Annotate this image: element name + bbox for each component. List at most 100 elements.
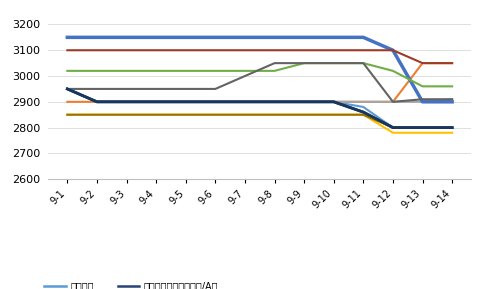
- 天津玖龙: [330, 100, 336, 103]
- 潍坊世纪阳光: [360, 113, 365, 116]
- 浙江山鹰: [153, 69, 159, 73]
- 东莞玖龙: [330, 49, 336, 52]
- 东莞玖龙: [448, 61, 454, 65]
- 河北玖龙: [360, 100, 365, 103]
- 沈阳玖龙: [153, 100, 159, 103]
- 漳州山鹰: [330, 61, 336, 65]
- 江西理文: [448, 126, 454, 129]
- 太仓玖龙: [64, 36, 70, 39]
- 太仓玖龙: [389, 49, 395, 52]
- 重庆玖龙: [241, 113, 247, 116]
- 重庆玖龙: [448, 126, 454, 129]
- 马鞍山山鹰（电器厂纸/A）: [182, 100, 188, 103]
- 东莞玖龙: [64, 49, 70, 52]
- 河北玖龙: [271, 100, 277, 103]
- Line: 浙江山鹰: 浙江山鹰: [67, 63, 451, 86]
- 浙江山鹰: [182, 69, 188, 73]
- 河北玖龙: [182, 100, 188, 103]
- 沈阳玖龙: [182, 100, 188, 103]
- 沈阳玖龙: [330, 100, 336, 103]
- 江西理文: [64, 87, 70, 91]
- 沈阳玖龙: [271, 100, 277, 103]
- 潍坊世纪阳光: [448, 131, 454, 134]
- 重庆玖龙: [300, 113, 306, 116]
- 江西理文: [153, 100, 159, 103]
- 浙江山鹰: [64, 69, 70, 73]
- 天津玖龙: [123, 100, 129, 103]
- 江西理文: [419, 126, 424, 129]
- 沈阳玖龙: [300, 100, 306, 103]
- 东莞玖龙: [389, 49, 395, 52]
- 河北玖龙: [389, 100, 395, 103]
- 重庆玖龙: [182, 113, 188, 116]
- 马鞍山山鹰（电器厂纸/A）: [389, 126, 395, 129]
- 浙江山鹰: [123, 69, 129, 73]
- 河北玖龙: [153, 100, 159, 103]
- 天津玖龙: [241, 100, 247, 103]
- 东莞玖龙: [241, 49, 247, 52]
- Line: 重庆玖龙: 重庆玖龙: [67, 115, 451, 128]
- 马鞍山山鹰（电器厂纸/A）: [94, 100, 100, 103]
- 浙江山鹰: [330, 61, 336, 65]
- 重庆玖龙: [271, 113, 277, 116]
- 重庆玖龙: [153, 113, 159, 116]
- 马鞍山山鹰（电器厂纸/A）: [419, 126, 424, 129]
- 漳州山鹰: [94, 87, 100, 91]
- 太仓玖龙: [360, 36, 365, 39]
- 漳州山鹰: [153, 87, 159, 91]
- 潍坊世纪阳光: [241, 113, 247, 116]
- Line: 江西理文: 江西理文: [67, 89, 451, 128]
- 天津玖龙: [153, 100, 159, 103]
- 浙江山鹰: [94, 69, 100, 73]
- 重庆玖龙: [360, 113, 365, 116]
- 浙江山鹰: [271, 69, 277, 73]
- 沈阳玖龙: [389, 126, 395, 129]
- 太仓玖龙: [300, 36, 306, 39]
- 潍坊世纪阳光: [94, 113, 100, 116]
- 东莞玖龙: [419, 61, 424, 65]
- 江西理文: [241, 100, 247, 103]
- 天津玖龙: [419, 61, 424, 65]
- 马鞍山山鹰（电器厂纸/A）: [241, 100, 247, 103]
- 天津玖龙: [360, 100, 365, 103]
- 天津玖龙: [182, 100, 188, 103]
- 沈阳玖龙: [123, 100, 129, 103]
- Line: 潍坊世纪阳光: 潍坊世纪阳光: [67, 115, 451, 133]
- 浙江山鹰: [300, 61, 306, 65]
- 马鞍山山鹰（电器厂纸/A）: [330, 100, 336, 103]
- 江西理文: [123, 100, 129, 103]
- 东莞玖龙: [300, 49, 306, 52]
- 潍坊世纪阳光: [153, 113, 159, 116]
- 沈阳玖龙: [419, 126, 424, 129]
- 江西理文: [360, 110, 365, 114]
- 太仓玖龙: [330, 36, 336, 39]
- 太仓玖龙: [448, 100, 454, 103]
- 河北玖龙: [64, 87, 70, 91]
- 重庆玖龙: [212, 113, 218, 116]
- 天津玖龙: [64, 100, 70, 103]
- 漳州山鹰: [182, 87, 188, 91]
- 马鞍山山鹰（电器厂纸/A）: [448, 126, 454, 129]
- Line: 漳州山鹰: 漳州山鹰: [67, 63, 451, 102]
- 浙江山鹰: [212, 69, 218, 73]
- 浙江山鹰: [389, 69, 395, 73]
- 江西理文: [330, 100, 336, 103]
- 天津玖龙: [389, 100, 395, 103]
- 天津玖龙: [300, 100, 306, 103]
- 重庆玖龙: [419, 126, 424, 129]
- 马鞍山山鹰（电器厂纸/A）: [212, 100, 218, 103]
- 江西理文: [389, 126, 395, 129]
- 马鞍山山鹰（电器厂纸/A）: [64, 87, 70, 91]
- 太仓玖龙: [419, 100, 424, 103]
- 马鞍山山鹰（电器厂纸/A）: [360, 110, 365, 114]
- 东莞玖龙: [153, 49, 159, 52]
- 马鞍山山鹰（电器厂纸/A）: [123, 100, 129, 103]
- 东莞玖龙: [212, 49, 218, 52]
- 沈阳玖龙: [212, 100, 218, 103]
- 太仓玖龙: [153, 36, 159, 39]
- Line: 天津玖龙: 天津玖龙: [67, 63, 451, 102]
- 沈阳玖龙: [241, 100, 247, 103]
- 潍坊世纪阳光: [389, 131, 395, 134]
- 潍坊世纪阳光: [64, 113, 70, 116]
- Line: 东莞玖龙: 东莞玖龙: [67, 50, 451, 63]
